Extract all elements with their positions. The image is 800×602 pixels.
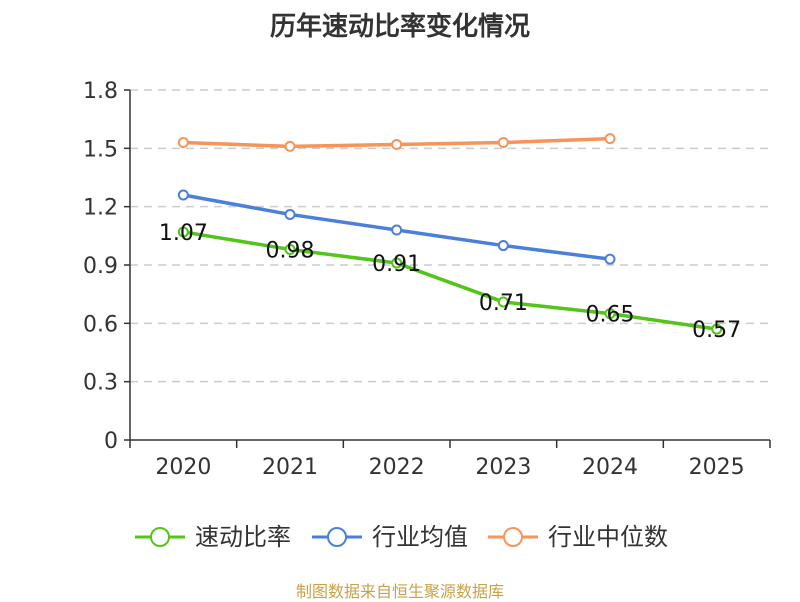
- data-label: 0.98: [266, 238, 315, 263]
- data-point: [391, 138, 403, 150]
- data-label: 0.65: [586, 303, 635, 328]
- data-point: [711, 323, 723, 335]
- legend: 速动比率 行业均值 行业中位数: [135, 523, 668, 551]
- data-point: [391, 224, 403, 236]
- legend-item-1: 行业均值: [312, 523, 468, 551]
- data-label: 0.91: [372, 252, 421, 277]
- y-tick-label: 0.3: [83, 371, 118, 396]
- data-point: [604, 253, 616, 265]
- x-tick-label: 2024: [582, 455, 638, 480]
- data-point: [604, 308, 616, 320]
- y-tick-label: 0.9: [83, 254, 118, 279]
- data-point: [284, 208, 296, 220]
- legend-label: 行业均值: [372, 523, 468, 551]
- series-layer: [177, 133, 723, 335]
- legend-swatch-marker: [327, 527, 347, 547]
- data-label: 0.57: [692, 318, 741, 343]
- y-tick-label: 1.8: [83, 79, 118, 104]
- legend-label: 行业中位数: [548, 523, 668, 551]
- x-tick-label: 2023: [475, 455, 531, 480]
- series-line-0: [181, 230, 719, 331]
- legend-label: 速动比率: [195, 523, 291, 551]
- legend-item-0: 速动比率: [135, 523, 291, 551]
- x-tick-label: 2020: [155, 455, 211, 480]
- legend-item-2: 行业中位数: [488, 523, 668, 551]
- x-tick-label: 2022: [369, 455, 425, 480]
- chart-title: 历年速动比率变化情况: [269, 12, 530, 42]
- data-point: [284, 140, 296, 152]
- data-point: [497, 296, 509, 308]
- legend-swatch-marker: [503, 527, 523, 547]
- axis-layer: 0 0.3 0.6 0.9 1.2 1.5 1.8 2020 2021 2022 2023 2024 2…: [83, 79, 771, 480]
- data-label: 1.07: [159, 221, 208, 246]
- y-tick-label: 0.6: [83, 312, 118, 337]
- data-label-layer: 1.07 0.98 0.91 0.71 0.65 0.57: [159, 221, 741, 343]
- grid-layer: [130, 89, 770, 383]
- y-tick-label: 1.5: [83, 137, 118, 162]
- source-note: 制图数据来自恒生聚源数据库: [295, 582, 504, 601]
- data-point: [604, 133, 616, 145]
- data-point: [497, 137, 509, 148]
- data-point: [284, 243, 296, 255]
- legend-swatch-marker: [150, 527, 170, 547]
- y-tick-label: 0: [104, 429, 118, 454]
- x-tick-label: 2025: [689, 455, 745, 480]
- data-label: 0.71: [479, 291, 528, 316]
- data-point: [177, 189, 189, 201]
- y-tick-label: 1.2: [83, 196, 118, 221]
- data-point: [177, 137, 189, 148]
- x-tick-label: 2021: [262, 455, 318, 480]
- data-point: [497, 240, 509, 252]
- data-point: [391, 257, 403, 269]
- data-point: [177, 226, 189, 238]
